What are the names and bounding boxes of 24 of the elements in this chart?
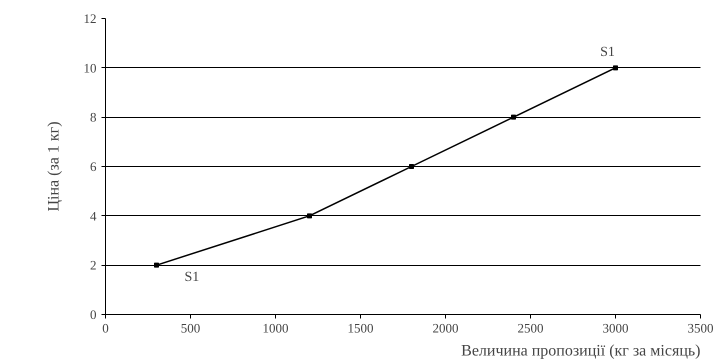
x-axis-title: Величина пропозиції (кг за місяць) <box>461 342 700 360</box>
x-tick-label: 2500 <box>518 320 544 336</box>
x-tick-label: 3500 <box>688 320 714 336</box>
y-tick-label: 12 <box>84 11 96 26</box>
x-tick-label: 0 <box>102 320 109 336</box>
y-tick-label: 0 <box>90 307 96 322</box>
x-tick-label: 1500 <box>348 320 374 336</box>
annotation: S1 <box>600 44 615 60</box>
y-tick-label: 8 <box>90 110 96 125</box>
point <box>307 213 312 218</box>
annotation: S1 <box>184 270 200 286</box>
x-tick-label: 1000 <box>262 320 288 336</box>
y-tick-label: 4 <box>90 208 97 224</box>
y-axis-title: Ціна (за 1 кг) <box>46 121 62 212</box>
point <box>511 114 516 120</box>
x-tick-label: 500 <box>180 320 200 336</box>
point <box>613 65 618 70</box>
y-tick-label: 10 <box>84 60 96 76</box>
point <box>154 262 159 268</box>
point <box>409 164 414 169</box>
x-tick-label: 3000 <box>602 320 628 336</box>
y-tick-label: 2 <box>90 258 96 273</box>
x-tick-label: 2000 <box>432 320 458 336</box>
y-tick-label: 6 <box>90 159 97 174</box>
